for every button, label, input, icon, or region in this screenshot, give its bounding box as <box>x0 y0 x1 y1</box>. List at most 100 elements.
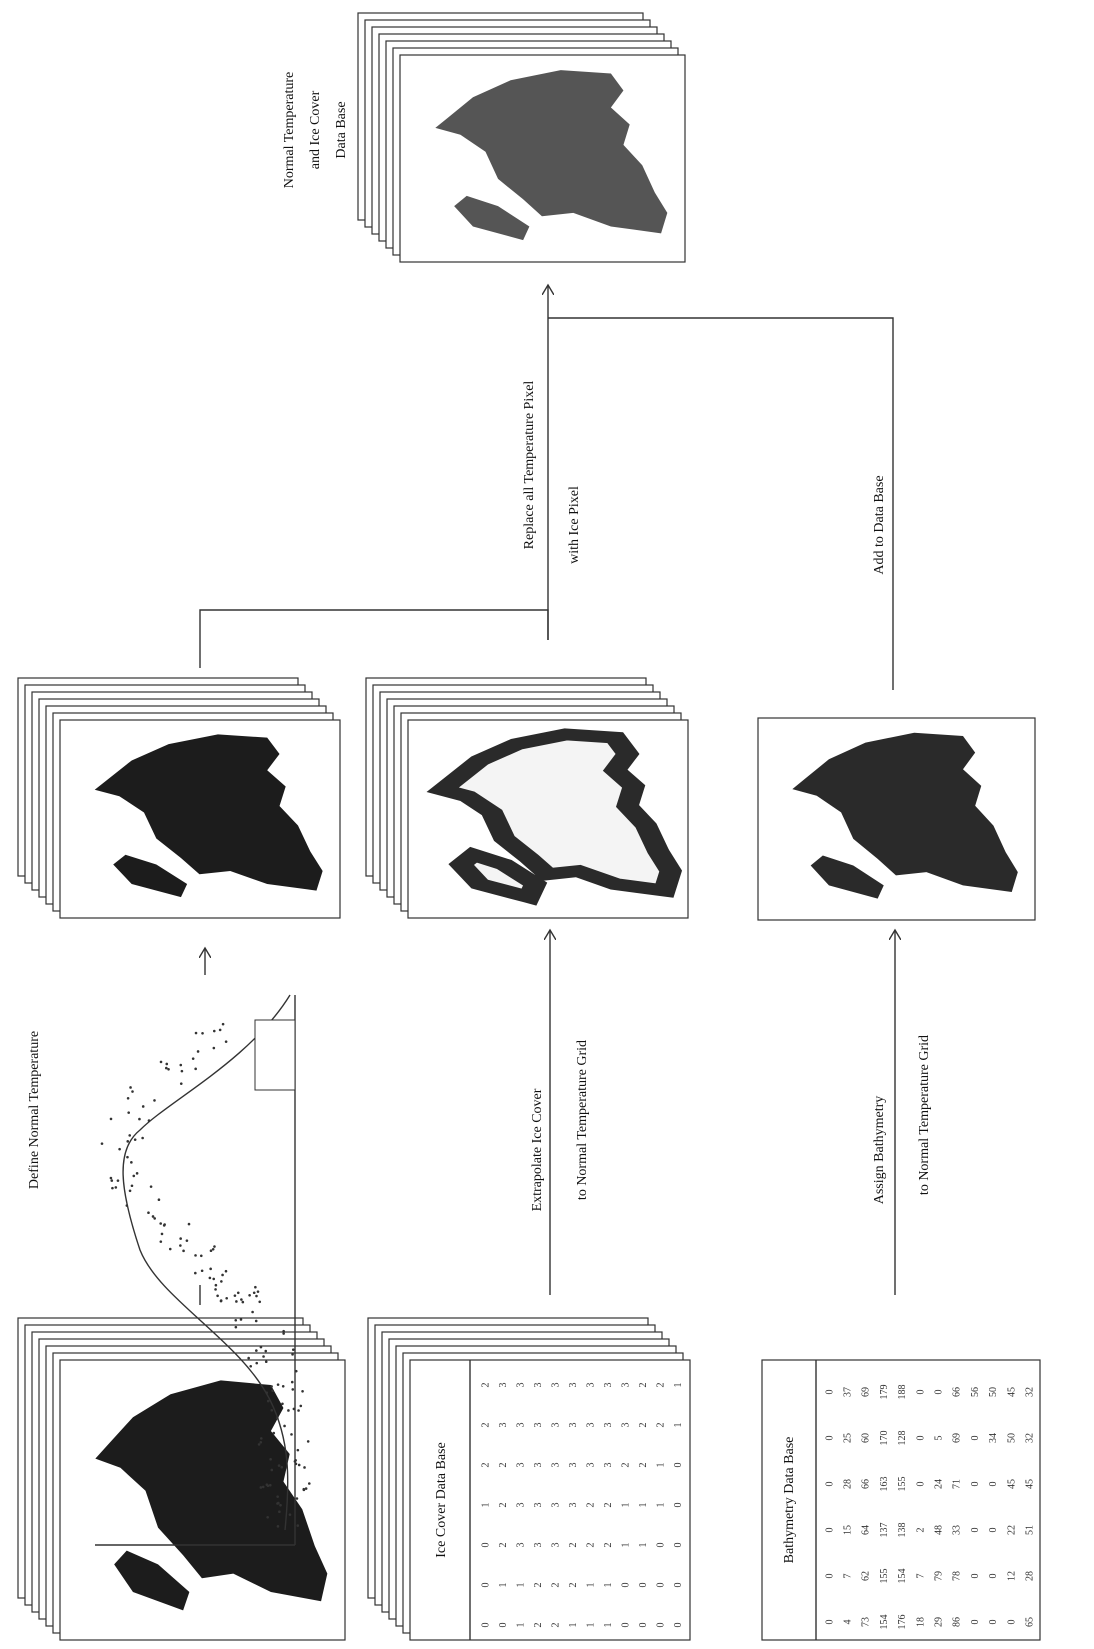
chart-dot <box>126 1155 129 1159</box>
chart-dot <box>264 1349 268 1353</box>
table-cell: 28 <box>842 1479 853 1489</box>
table-cell: 1 <box>515 1583 526 1588</box>
chart-dot <box>279 1503 282 1507</box>
chart-dot <box>126 1096 130 1100</box>
table-cell: 0 <box>1006 1620 1017 1625</box>
table-cell: 0 <box>988 1574 999 1579</box>
chart-dot <box>218 1028 222 1032</box>
chart-dot <box>141 1136 144 1140</box>
table-cell: 69 <box>861 1387 872 1397</box>
chart-dot <box>257 1443 261 1446</box>
chart-dot <box>100 1142 104 1145</box>
table-cell: 1 <box>620 1503 631 1508</box>
step-label: to Normal Temperature Grid <box>917 1035 932 1195</box>
table-cell: 0 <box>970 1574 981 1579</box>
table-cell: 0 <box>498 1623 509 1628</box>
table-cell: 3 <box>603 1383 614 1388</box>
chart-dot <box>163 1223 166 1226</box>
chart-dot <box>266 1399 270 1403</box>
table-cell: 3 <box>568 1383 579 1388</box>
table-cell: 3 <box>515 1463 526 1468</box>
table-cell: 155 <box>897 1477 908 1492</box>
table-cell: 0 <box>970 1436 981 1441</box>
table-cell: 2 <box>480 1423 491 1428</box>
table-cell: 176 <box>897 1615 908 1630</box>
chart-dot <box>212 1277 216 1281</box>
frame <box>409 1359 691 1641</box>
chart-dot <box>278 1510 281 1514</box>
chart-dot <box>256 1290 260 1293</box>
chart-dot <box>214 1288 217 1291</box>
table-cell: 73 <box>861 1617 872 1627</box>
chart-dot <box>110 1179 114 1182</box>
table-cell: 2 <box>915 1528 926 1533</box>
chart-dot <box>283 1424 286 1428</box>
chart-dot <box>128 1189 132 1193</box>
table-cell: 0 <box>638 1623 649 1628</box>
chart-legend <box>254 1019 296 1091</box>
table-cell: 0 <box>673 1543 684 1548</box>
table-cell: 2 <box>498 1463 509 1468</box>
chart-dot <box>307 1482 311 1485</box>
chart-dot <box>149 1185 153 1188</box>
table-cell: 128 <box>897 1431 908 1446</box>
table-cell: 2 <box>603 1543 614 1548</box>
chart-dot <box>133 1138 137 1141</box>
table-cell: 154 <box>879 1615 890 1630</box>
chart-dot <box>259 1440 263 1444</box>
table-cell: 0 <box>824 1482 835 1487</box>
table-cell: 3 <box>515 1383 526 1388</box>
chart-dot <box>128 1134 132 1137</box>
chart-dot <box>293 1460 297 1463</box>
layout <box>17 12 1041 1641</box>
chart-dot <box>151 1215 155 1218</box>
temperature-chart <box>95 994 311 1546</box>
table-cell: 2 <box>498 1543 509 1548</box>
chart-dot <box>208 1276 212 1280</box>
chart-dot <box>276 1502 279 1505</box>
table-cell: 0 <box>824 1620 835 1625</box>
table-cell: 0 <box>480 1543 491 1548</box>
connector <box>199 609 549 668</box>
chart-dot <box>111 1186 114 1190</box>
table-cell: 0 <box>620 1583 631 1588</box>
step-label: Assign Bathymetry <box>872 1096 887 1205</box>
chart-dot <box>109 1117 113 1121</box>
table-cell: 2 <box>480 1383 491 1388</box>
chart-dot <box>138 1117 141 1121</box>
table-cell: 5 <box>933 1436 944 1441</box>
table-cell: 2 <box>533 1623 544 1628</box>
chart-dot <box>160 1232 164 1236</box>
chart-dot <box>194 1031 198 1035</box>
chart-dot <box>132 1174 136 1178</box>
chart-dot <box>271 1389 274 1392</box>
chart-dot <box>194 1271 197 1275</box>
chart-dot <box>259 1345 263 1349</box>
table-cell: 78 <box>952 1571 963 1581</box>
table-cell: 86 <box>952 1617 963 1627</box>
table-cell: 0 <box>915 1482 926 1487</box>
chart-dot <box>109 1176 113 1180</box>
table-cell: 2 <box>533 1583 544 1588</box>
chart-dot <box>241 1300 245 1304</box>
chart-dot <box>302 1488 306 1492</box>
result-title: and Ice Cover <box>308 90 323 169</box>
chart-dot <box>194 1067 197 1071</box>
chart-dot <box>179 1237 182 1240</box>
table-cell: 79 <box>933 1571 944 1581</box>
chart-dot <box>191 1057 195 1060</box>
chart-dot <box>213 1245 216 1248</box>
chart-dot <box>288 1513 292 1516</box>
chart-dot <box>306 1440 310 1443</box>
chart-dot <box>147 1119 151 1122</box>
table-cell: 25 <box>842 1433 853 1443</box>
table-cell: 29 <box>933 1617 944 1627</box>
table-cell: 2 <box>585 1503 596 1508</box>
table-cell: 15 <box>842 1525 853 1535</box>
chart-dot <box>282 1329 285 1333</box>
table-cell: 2 <box>568 1583 579 1588</box>
chart-dot <box>126 1140 130 1143</box>
chart-dot <box>220 1280 223 1283</box>
table-cell: 45 <box>1006 1479 1017 1489</box>
